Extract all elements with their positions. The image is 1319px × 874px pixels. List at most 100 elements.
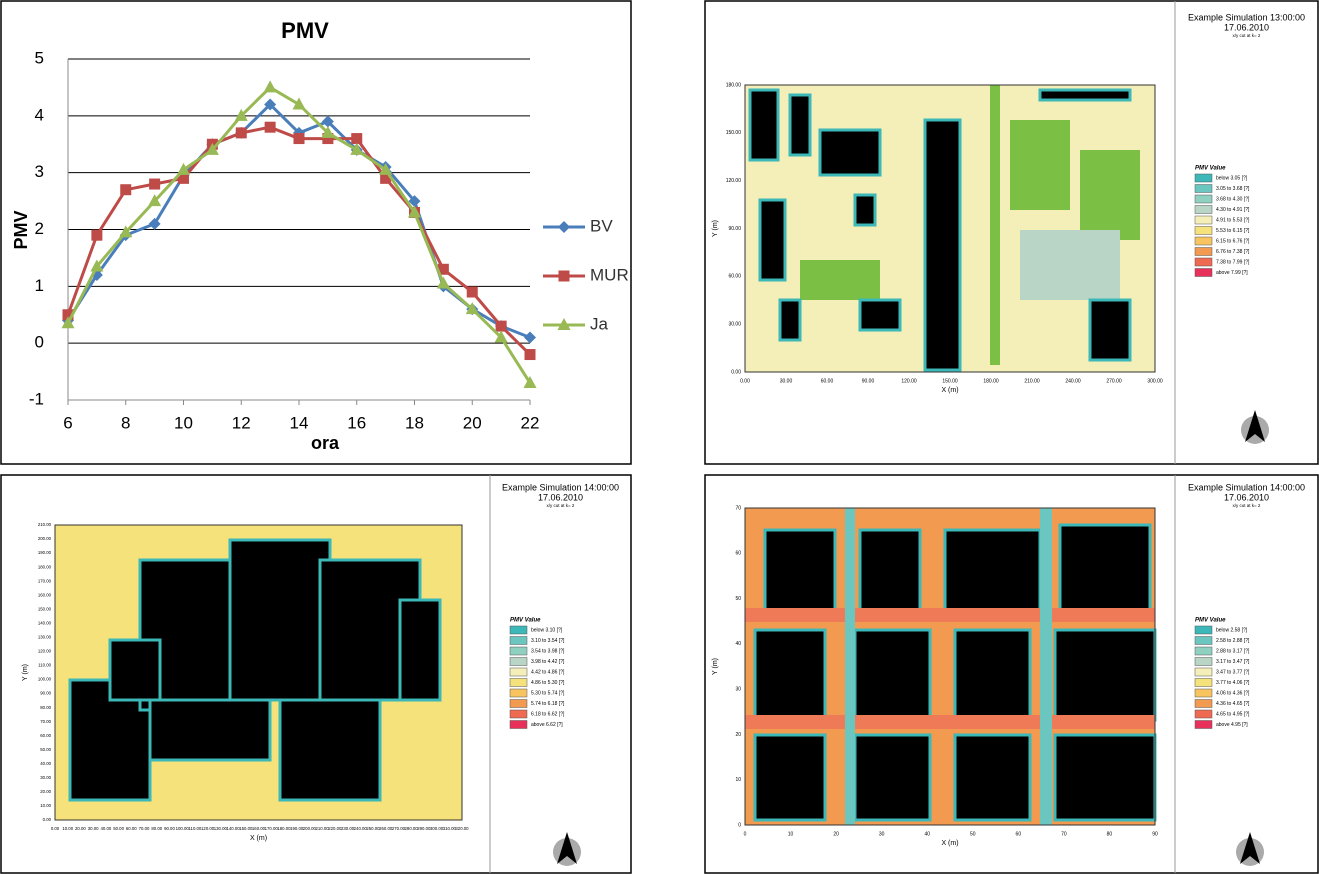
building <box>765 530 835 610</box>
x-tick-label: 190.00 <box>290 826 304 831</box>
x-tick-label: 240.00 <box>1065 378 1081 384</box>
x-tick-label: 210.00 <box>316 826 330 831</box>
marker <box>265 122 276 133</box>
legend-swatch <box>1195 658 1212 666</box>
legend-label: 5.53 to 6.15 [?] <box>1216 228 1250 234</box>
legend-swatch <box>510 679 527 687</box>
legend-label: 6.15 to 6.76 [?] <box>1216 238 1250 244</box>
y-tick-label: 100.00 <box>38 677 52 682</box>
legend-label: 4.91 to 5.53 [?] <box>1216 217 1250 223</box>
legend-label: MUR <box>590 265 629 284</box>
x-tick-label: 90 <box>1152 831 1158 837</box>
legend-label: 3.10 to 3.54 [?] <box>531 638 565 644</box>
legend-swatch <box>1195 637 1212 645</box>
y-axis-label: Y (m) <box>712 220 719 237</box>
map-title: Example Simulation 14:00:00 <box>502 482 619 492</box>
x-tick-label: 180.00 <box>983 378 999 384</box>
building <box>760 200 785 280</box>
legend-swatch <box>1195 206 1212 214</box>
x-tick-label: 80 <box>1107 831 1113 837</box>
legend-label: 3.98 to 4.42 [?] <box>531 659 565 665</box>
building <box>755 630 825 720</box>
building <box>150 700 270 760</box>
x-tick-label: 8 <box>121 413 130 432</box>
legend-swatch <box>510 721 527 729</box>
y-tick-label: 1 <box>35 276 44 295</box>
x-tick-label: 60.00 <box>821 378 834 384</box>
legend-label: 4.06 to 4.36 [?] <box>1216 690 1250 696</box>
legend-swatch <box>510 658 527 666</box>
y-tick-label: 190.00 <box>38 550 52 555</box>
legend-swatch <box>1195 710 1212 718</box>
building <box>110 640 160 700</box>
legend-swatch <box>1195 258 1212 266</box>
legend-label: 3.54 to 3.98 [?] <box>531 648 565 654</box>
x-tick-label: 6 <box>63 413 72 432</box>
x-tick-label: 150.00 <box>942 378 958 384</box>
y-tick-label: 0.00 <box>731 369 741 375</box>
legend-label: below 3.10 [?] <box>531 627 563 633</box>
x-axis-label: X (m) <box>941 840 958 847</box>
y-tick-label: 3 <box>35 162 44 181</box>
legend-swatch <box>1195 195 1212 203</box>
x-tick-label: 0.00 <box>51 826 60 831</box>
legend-swatch <box>510 710 527 718</box>
legend-swatch <box>510 689 527 697</box>
legend-label: 7.38 to 7.99 [?] <box>1216 259 1250 265</box>
building <box>755 735 825 820</box>
building <box>925 120 960 370</box>
map-date: 17.06.2010 <box>538 492 583 502</box>
x-tick-label: 270.00 <box>392 826 406 831</box>
legend-label: above 7.99 [?] <box>1216 270 1248 276</box>
marker <box>149 179 160 190</box>
building <box>855 735 930 820</box>
legend-swatch <box>1195 689 1212 697</box>
building <box>860 300 900 330</box>
y-tick-label: 5 <box>35 48 44 67</box>
x-tick-label: 100.00 <box>176 826 190 831</box>
y-tick-label: 120.00 <box>38 649 52 654</box>
map-zone <box>745 608 1155 622</box>
legend-label: 2.58 to 2.88 [?] <box>1216 638 1250 644</box>
building <box>780 300 800 340</box>
x-tick-label: 10 <box>788 831 794 837</box>
y-tick-label: 40 <box>735 641 741 647</box>
legend-label: 5.30 to 5.74 [?] <box>531 690 565 696</box>
x-tick-label: 300.00 <box>1147 378 1163 384</box>
legend-label: Ja <box>590 314 609 333</box>
x-tick-label: 110.00 <box>188 826 201 831</box>
legend-swatch <box>510 668 527 676</box>
figure: PMV-10123456810121416182022oraPMVBVMURJa… <box>0 0 1319 874</box>
legend-swatch <box>1195 626 1212 634</box>
x-tick-label: 40 <box>924 831 930 837</box>
legend-swatch <box>1195 216 1212 224</box>
legend-label: 3.17 to 3.47 [?] <box>1216 659 1250 665</box>
legend-swatch <box>1195 721 1212 729</box>
x-tick-label: 120.00 <box>901 378 917 384</box>
x-tick-label: 10 <box>174 413 193 432</box>
building <box>1040 90 1130 100</box>
x-tick-label: 140.00 <box>226 826 240 831</box>
y-tick-label: 2 <box>35 219 44 238</box>
map-cut: x/y cut at k= 2 <box>1233 503 1261 508</box>
y-tick-label: 80.00 <box>40 705 51 710</box>
building <box>1090 300 1130 360</box>
x-tick-label: 170.00 <box>265 826 279 831</box>
y-tick-label: 20 <box>735 732 741 738</box>
x-tick-label: 260.00 <box>379 826 393 831</box>
map-zone <box>1010 120 1070 210</box>
legend-title: PMV Value <box>1195 166 1226 172</box>
legend-swatch <box>1195 647 1212 655</box>
y-tick-label: 0 <box>35 333 44 352</box>
y-tick-label: 90.00 <box>728 226 741 232</box>
y-tick-label: 110.00 <box>38 663 51 668</box>
x-tick-label: 20.00 <box>75 826 86 831</box>
legend-label: 6.18 to 6.62 [?] <box>531 711 565 717</box>
legend-swatch <box>1195 700 1212 708</box>
map-zone <box>1040 508 1052 825</box>
map-title: Example Simulation 13:00:00 <box>1188 12 1305 22</box>
x-tick-label: 12 <box>232 413 251 432</box>
legend-label: above 4.95 [?] <box>1216 722 1248 728</box>
marker <box>351 133 362 144</box>
marker <box>91 230 102 241</box>
